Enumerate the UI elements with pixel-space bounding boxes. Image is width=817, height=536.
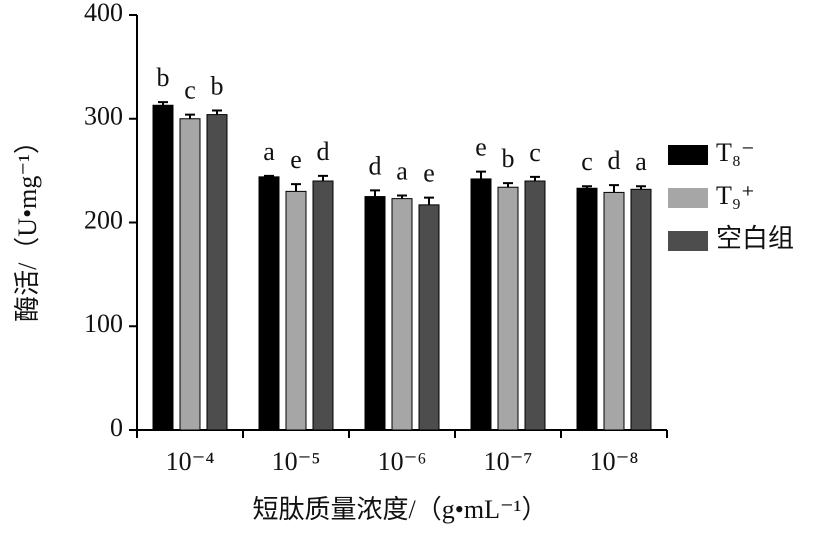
y-tick-label: 200 [84,205,123,234]
error-bar [370,189,380,197]
bar [285,190,307,431]
significance-letter: e [290,145,302,174]
error-bar [397,194,407,199]
bar [391,198,413,431]
bar [152,104,174,431]
significance-letter: b [211,71,224,100]
significance-letter: d [317,137,330,166]
x-tick-label: 10⁻⁶ [378,447,427,476]
error-bar [424,196,434,205]
error-bar [636,185,646,190]
error-bar [582,185,592,189]
y-tick-label: 100 [84,309,123,338]
bar [258,176,280,431]
error-bar [264,174,274,177]
error-bar [530,175,540,181]
y-tick-label: 0 [110,413,123,442]
significance-letter: b [502,144,515,173]
x-tick-label: 10⁻⁵ [272,447,321,476]
bar [497,186,519,431]
bar [206,114,228,431]
y-tick-label: 300 [84,102,123,131]
error-bar [503,182,513,188]
bar [418,204,440,431]
significance-letter: a [635,147,647,176]
legend-swatch [668,188,708,208]
error-bar [318,174,328,181]
bar [470,178,492,431]
significance-letter: e [475,133,487,162]
significance-letter: a [396,156,408,185]
bar [576,187,598,431]
significance-letter: b [157,63,170,92]
significance-letter: d [608,146,621,175]
significance-letter: d [369,151,382,180]
error-bar [609,184,619,193]
error-bar [291,183,301,192]
significance-letter: a [263,137,275,166]
error-bar [476,170,486,179]
error-bar [212,109,222,115]
bar [364,196,386,431]
significance-letter: c [529,138,541,167]
significance-letter: e [423,159,435,188]
bar [179,118,201,431]
x-tick-label: 10⁻⁴ [166,447,215,476]
y-tick-label: 400 [84,0,123,27]
legend-swatch [668,145,708,165]
bar [524,180,546,431]
bar [603,191,625,431]
error-bar [158,101,168,106]
x-tick-label: 10⁻⁸ [590,447,639,476]
legend-label: 空白组 [716,224,794,253]
significance-letter: c [184,76,196,105]
significance-letter: c [581,147,593,176]
legend-label: T₉⁺ [716,181,755,210]
x-axis-label: 短肽质量浓度/（g•mL⁻¹） [253,495,548,524]
y-axis-label: 酶活/（U•mg⁻¹） [13,128,42,322]
legend-swatch [668,231,708,251]
legend-label: T₈⁻ [716,138,755,167]
bar [312,180,334,431]
error-bar [185,113,195,119]
bar [630,188,652,431]
x-tick-label: 10⁻⁷ [484,447,533,476]
